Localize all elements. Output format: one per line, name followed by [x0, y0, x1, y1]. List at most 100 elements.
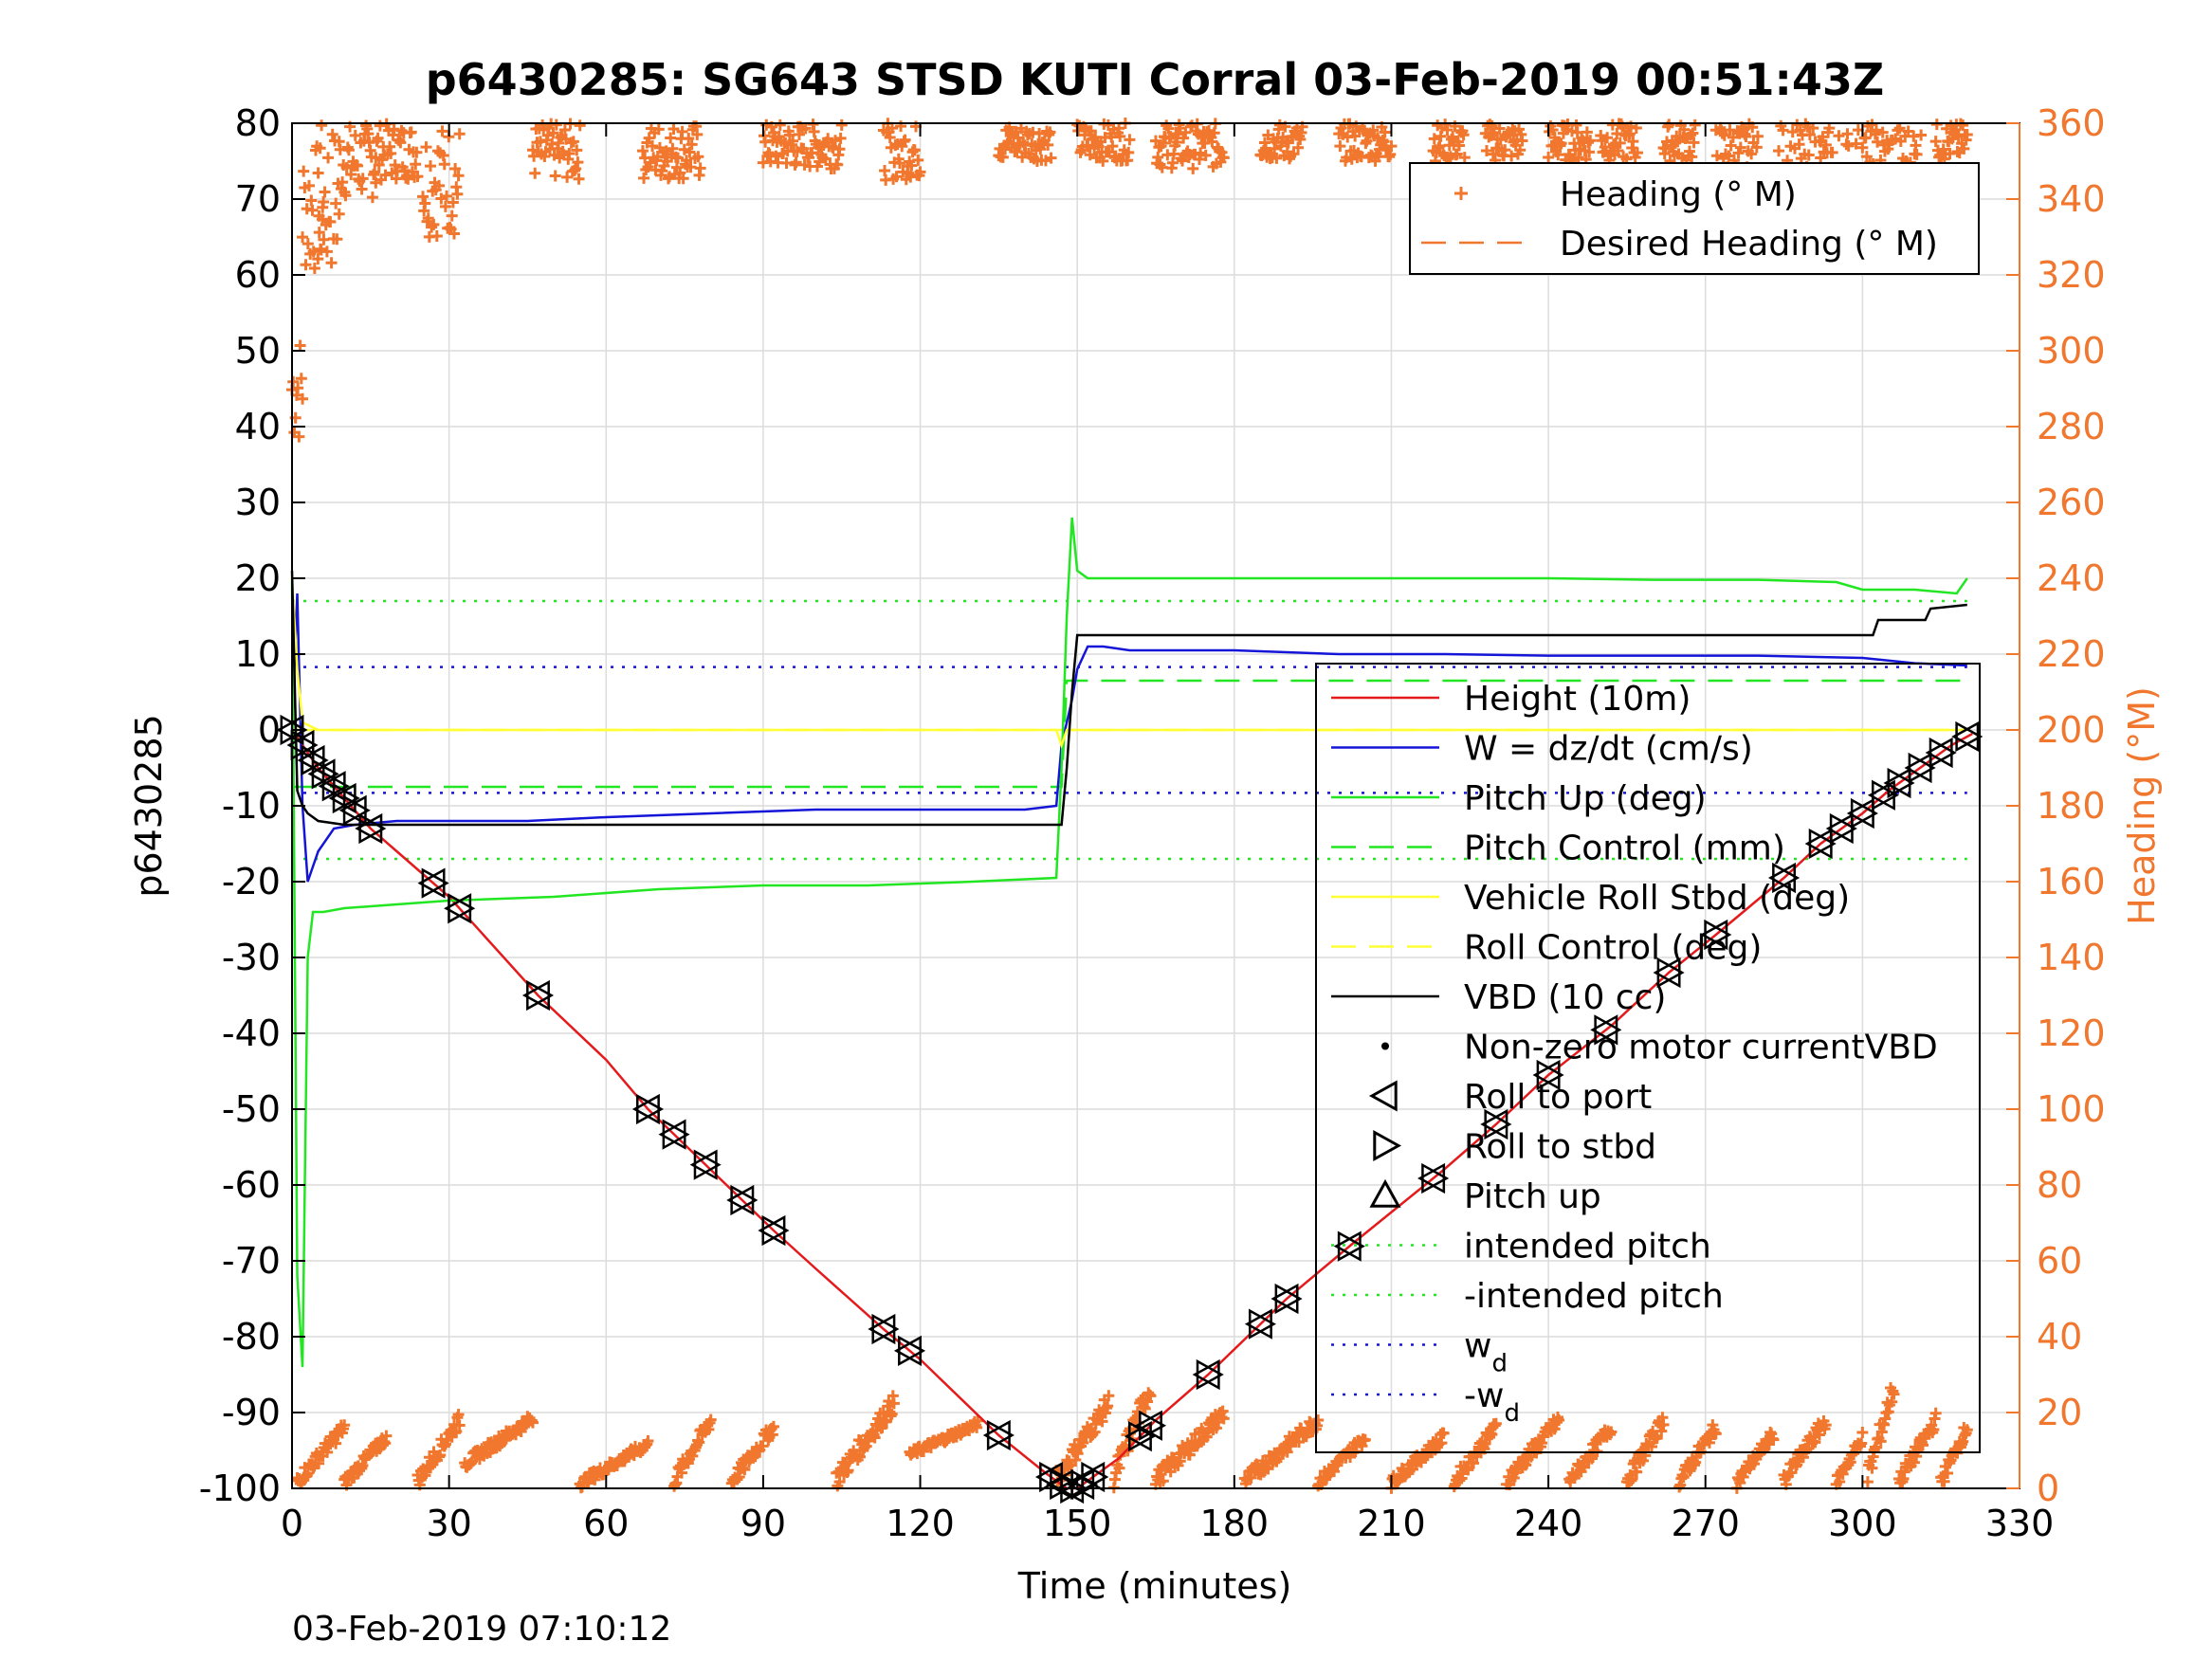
heading-burst: [1830, 1427, 1869, 1490]
roll-stbd-marker: [1139, 1410, 1167, 1441]
heading-burst: [338, 1430, 393, 1491]
y-tick-label: 0: [258, 709, 281, 751]
legend-heading-label: Desired Heading (° M): [1560, 225, 1938, 264]
legend-entry: Non-zero motor currentVBD: [1381, 1029, 1938, 1067]
roll-port-marker: [1700, 919, 1728, 951]
roll-stbd-marker: [1594, 1014, 1622, 1046]
legend-label-subscript: d: [1491, 1350, 1508, 1378]
roll-stbd-marker: [730, 1184, 759, 1216]
legend-entry: Height (10m): [1331, 680, 1691, 719]
y-right-tick-label: 120: [2037, 1012, 2106, 1054]
roll-port-marker: [726, 1184, 755, 1216]
y-tick-label: 40: [235, 406, 281, 447]
y-right-tick-label: 20: [2037, 1392, 2082, 1433]
roll-port-marker: [1244, 1308, 1272, 1340]
heading-burst: [877, 118, 926, 186]
x-axis: 0 30 60 90 120 150 180 210 240 270 300 330: [281, 123, 2054, 1544]
legend-entry: Vehicle Roll Stbd (deg): [1331, 879, 1850, 918]
heading-burst: [291, 1419, 351, 1489]
legend-label: Pitch Up (deg): [1464, 779, 1707, 818]
y-tick-label: 10: [235, 633, 281, 675]
y-tick-label: -80: [222, 1316, 281, 1358]
roll-port-marker: [982, 1419, 1011, 1451]
roll-stbd-marker: [1908, 752, 1936, 784]
roll-port-marker: [1480, 1108, 1508, 1140]
roll-port-marker: [658, 1119, 686, 1150]
roll-stbd-marker: [871, 1313, 900, 1345]
legend-entry: Roll Control (deg): [1331, 929, 1762, 968]
heading-burst: [636, 120, 706, 185]
y-right-tick-label: 60: [2037, 1240, 2082, 1282]
roll-port-marker: [1767, 862, 1796, 894]
legend-main: Height (10m) W = dz/dt (cm/s) Pitch Up (de…: [1315, 663, 1981, 1453]
y-right-tick-label: 280: [2037, 406, 2106, 447]
roll-port-marker: [631, 1093, 660, 1125]
roll-port-marker: [444, 893, 472, 924]
x-tick-label: 150: [1043, 1503, 1112, 1544]
roll-stbd-marker: [1274, 1283, 1303, 1315]
legend-entry: W = dz/dt (cm/s): [1331, 730, 1753, 769]
x-tick-label: 330: [1985, 1503, 2055, 1544]
legend-heading: Heading (° M) Desired Heading (° M): [1409, 162, 1980, 275]
roll-port-marker: [1192, 1358, 1220, 1391]
legend-label: Height (10m): [1464, 680, 1691, 719]
roll-stbd-marker: [1704, 919, 1732, 951]
heading-burst: [1861, 1381, 1900, 1488]
legend-label: Roll to port: [1464, 1078, 1652, 1117]
y-right-tick-label: 220: [2037, 633, 2106, 675]
roll-stbd-marker: [358, 812, 387, 845]
roll-stbd-marker: [898, 1335, 926, 1366]
roll-stbd-marker: [280, 714, 308, 746]
roll-port-marker: [1883, 767, 1911, 799]
roll-stbd-marker: [1127, 1421, 1157, 1452]
x-axis-label: Time (minutes): [1017, 1565, 1292, 1607]
roll-port-marker: [1590, 1014, 1618, 1046]
y-axis-label: p6430285: [128, 714, 170, 897]
y-right-tick-label: 300: [2037, 330, 2106, 372]
y-tick-label: 30: [235, 482, 281, 523]
y-tick-label: 70: [235, 178, 281, 220]
timestamp: 03-Feb-2019 07:10:12: [292, 1610, 671, 1649]
series-pitch-up-deg-: [290, 517, 1968, 1368]
roll-stbd-marker: [1808, 828, 1837, 860]
legend-entry: Pitch Up (deg): [1331, 779, 1707, 818]
heading-burst: [411, 1409, 466, 1491]
legend-entry: intended pitch: [1331, 1228, 1711, 1267]
heading-burst: [668, 1413, 717, 1492]
y-right-tick-label: 0: [2037, 1468, 2059, 1509]
y-right-tick-label: 360: [2037, 102, 2106, 144]
y-right-tick-label: 320: [2037, 254, 2106, 296]
y-axis-right: 3603403203002802602402202001801601401201…: [2006, 102, 2106, 1509]
roll-stbd-marker: [1081, 1461, 1109, 1493]
heading-burst: [370, 118, 424, 186]
legend-entry: Pitch up: [1369, 1177, 1601, 1216]
series-w-dz-dt-cm-s-: [290, 592, 1967, 883]
roll-stbd-marker: [342, 794, 371, 826]
roll-port-marker: [1825, 812, 1854, 845]
y-axis-right-label: Heading (°M): [2121, 686, 2163, 925]
roll-stbd-marker: [526, 979, 555, 1012]
heading-burst: [831, 1390, 900, 1492]
legend-heading-label: Heading (° M): [1560, 175, 1797, 214]
y-tick-label: -10: [222, 785, 281, 827]
y-tick-label: 50: [235, 330, 281, 372]
roll-port-marker: [1925, 737, 1953, 769]
heading-burst: [993, 121, 1057, 167]
y-tick-label: -60: [222, 1164, 281, 1206]
roll-port-marker: [689, 1149, 718, 1180]
y-tick-label: -20: [222, 861, 281, 902]
heading-burst: [1238, 1414, 1325, 1490]
roll-port-marker: [355, 812, 383, 845]
heading-burst: [725, 1420, 779, 1489]
roll-stbd-marker: [662, 1119, 690, 1150]
x-tick-label: 300: [1828, 1503, 1897, 1544]
y-tick-label: -50: [222, 1088, 281, 1130]
heading-layer: [286, 118, 1973, 1494]
heading-burst: [904, 1414, 984, 1461]
roll-port-marker: [1417, 1162, 1446, 1194]
y-right-tick-label: 140: [2037, 937, 2106, 978]
roll-stbd-marker: [986, 1419, 1015, 1451]
roll-port-marker: [758, 1214, 786, 1247]
legend-triangle-marker: [1369, 1178, 1401, 1208]
